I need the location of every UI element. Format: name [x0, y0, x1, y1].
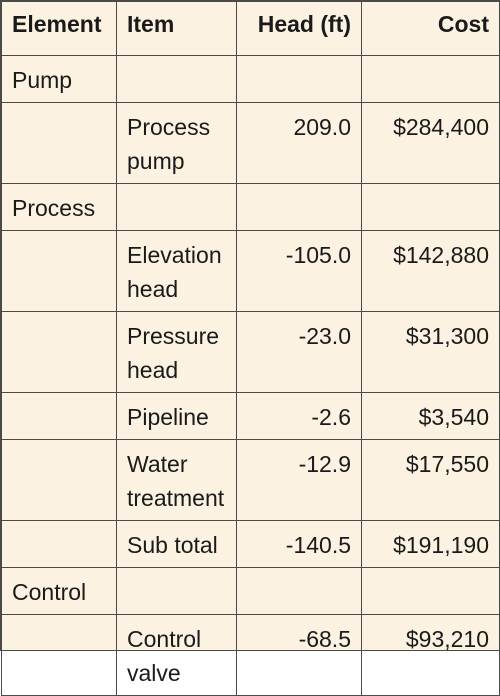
row-element — [1, 520, 117, 568]
row-element — [1, 230, 117, 312]
row-element: Control — [1, 567, 117, 615]
row-element — [1, 614, 117, 696]
table-row: Pressure head -23.0 $31,300 — [1, 311, 500, 393]
row-element — [1, 439, 117, 521]
table-row: Control — [1, 567, 500, 615]
row-item — [116, 55, 237, 103]
row-cost: $17,550 — [361, 439, 500, 521]
row-element — [1, 102, 117, 184]
header-cost: Cost — [361, 1, 500, 56]
row-element: Process — [1, 183, 117, 231]
table-row: Control valve -68.5 $93,210 — [1, 614, 500, 696]
row-item: Process pump — [116, 102, 237, 184]
table-row: Water treatment -12.9 $17,550 — [1, 439, 500, 521]
row-item — [116, 567, 237, 615]
table-row: Process — [1, 183, 500, 231]
header-head: Head (ft) — [236, 1, 362, 56]
row-cost: $93,210 — [361, 614, 500, 696]
header-element: Element — [1, 1, 117, 56]
row-cost: $31,300 — [361, 311, 500, 393]
row-head: -140.5 — [236, 520, 362, 568]
row-item: Pipeline — [116, 392, 237, 440]
row-item: Sub total — [116, 520, 237, 568]
row-head: -12.9 — [236, 439, 362, 521]
row-head: -68.5 — [236, 614, 362, 696]
table-row: Elevation head -105.0 $142,880 — [1, 230, 500, 312]
row-item: Elevation head — [116, 230, 237, 312]
table-row: Pump — [1, 55, 500, 103]
row-cost — [361, 567, 500, 615]
row-element — [1, 392, 117, 440]
table-row: Process pump 209.0 $284,400 — [1, 102, 500, 184]
row-head: 209.0 — [236, 102, 362, 184]
row-cost: $3,540 — [361, 392, 500, 440]
row-head — [236, 567, 362, 615]
row-element: Pump — [1, 55, 117, 103]
row-item: Control valve — [116, 614, 237, 696]
row-head — [236, 183, 362, 231]
row-item: Water treatment — [116, 439, 237, 521]
table-row: Pipeline -2.6 $3,540 — [1, 392, 500, 440]
row-cost — [361, 183, 500, 231]
row-head: -23.0 — [236, 311, 362, 393]
row-element — [1, 311, 117, 393]
row-cost — [361, 55, 500, 103]
row-cost: $142,880 — [361, 230, 500, 312]
row-head: -105.0 — [236, 230, 362, 312]
row-cost: $191,190 — [361, 520, 500, 568]
table-header-row: Element Item Head (ft) Cost — [1, 1, 500, 56]
table-row: Sub total -140.5 $191,190 — [1, 520, 500, 568]
header-item: Item — [116, 1, 237, 56]
row-head: -2.6 — [236, 392, 362, 440]
row-head — [236, 55, 362, 103]
row-item — [116, 183, 237, 231]
row-cost: $284,400 — [361, 102, 500, 184]
row-item: Pressure head — [116, 311, 237, 393]
